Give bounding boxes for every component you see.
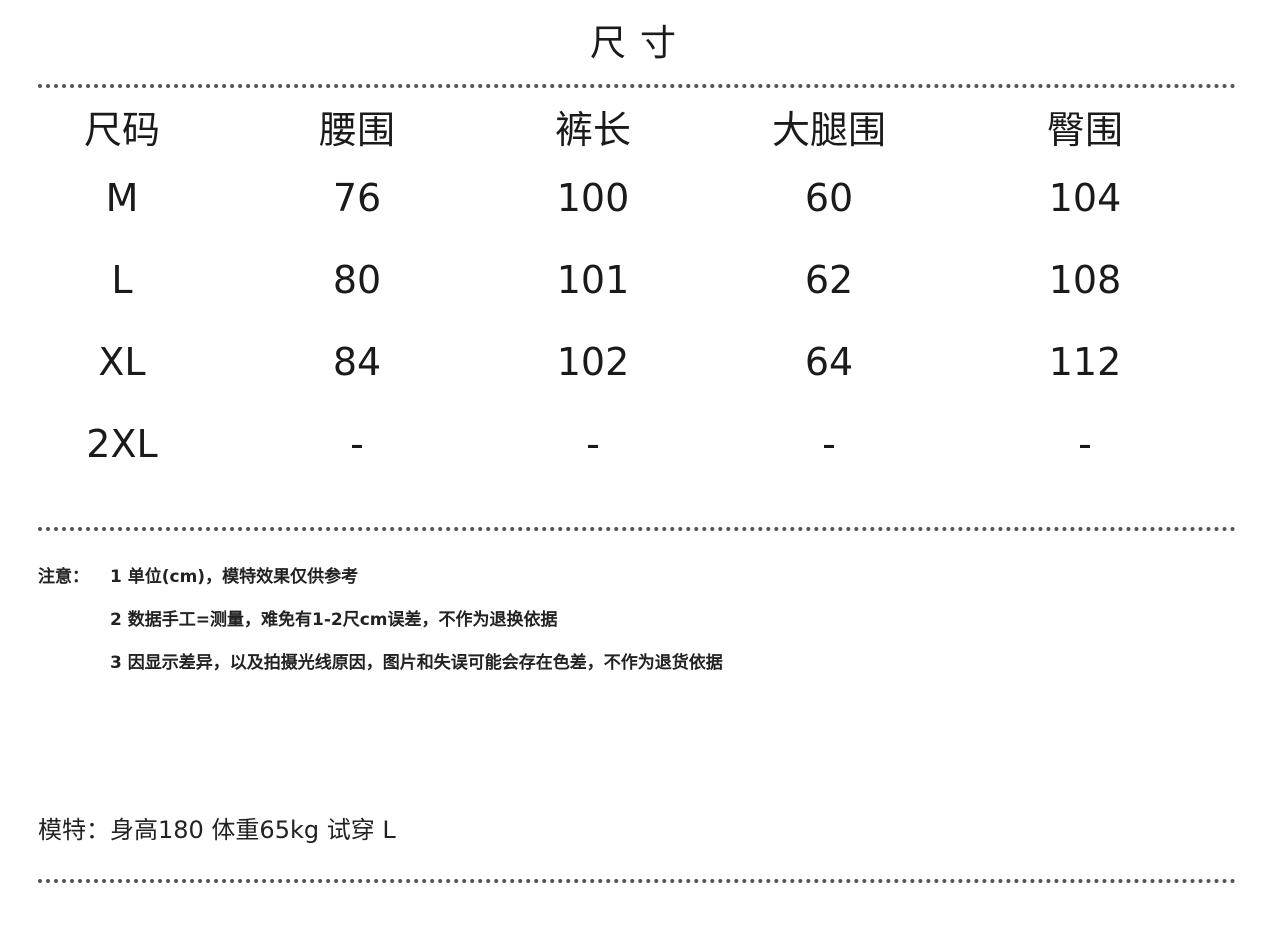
table-cell: - [350, 422, 364, 466]
column-header: 裤长 [554, 108, 631, 152]
page-title: 尺寸 [589, 23, 690, 64]
table-cell: 104 [1048, 176, 1122, 220]
table-cell: XL [98, 340, 146, 384]
table-row: XL 84 102 64 112 [0, 332, 1280, 392]
table-cell: - [822, 422, 836, 466]
table-cell: 102 [556, 340, 630, 384]
note-item: 3 因显示差异，以及拍摄光线原因，图片和失误可能会存在色差，不作为退货依据 [110, 653, 723, 673]
table-cell: M [105, 176, 139, 220]
table-row: L 80 101 62 108 [0, 250, 1280, 310]
table-cell: 62 [804, 258, 854, 302]
table-cell: 100 [556, 176, 630, 220]
column-header: 腰围 [318, 108, 395, 152]
table-cell: 108 [1048, 258, 1122, 302]
table-cell: 76 [332, 176, 382, 220]
table-cell: - [1078, 422, 1092, 466]
table-cell: 64 [804, 340, 854, 384]
model-info: 模特：身高180 体重65kg 试穿 L [38, 816, 396, 844]
table-header-row: 尺码 腰围 裤长 大腿围 臀围 [0, 100, 1280, 160]
notes-label: 注意： [38, 567, 89, 587]
table-cell: 84 [332, 340, 382, 384]
column-header: 臀围 [1046, 108, 1123, 152]
note-item: 2 数据手工=测量，难免有1-2尺cm误差，不作为退换依据 [110, 610, 558, 630]
divider [38, 527, 1236, 531]
note-item: 1 单位(cm)，模特效果仅供参考 [110, 567, 359, 587]
table-cell: 80 [332, 258, 382, 302]
table-cell: L [111, 258, 133, 302]
table-cell: 2XL [86, 422, 158, 466]
table-row: 2XL - - - - [0, 414, 1280, 474]
divider [38, 84, 1236, 88]
column-header: 尺码 [83, 108, 160, 152]
table-cell: 60 [804, 176, 854, 220]
table-row: M 76 100 60 104 [0, 168, 1280, 228]
table-cell: - [586, 422, 600, 466]
table-cell: 101 [556, 258, 630, 302]
table-cell: 112 [1048, 340, 1122, 384]
column-header: 大腿围 [771, 108, 886, 152]
divider [38, 879, 1236, 883]
